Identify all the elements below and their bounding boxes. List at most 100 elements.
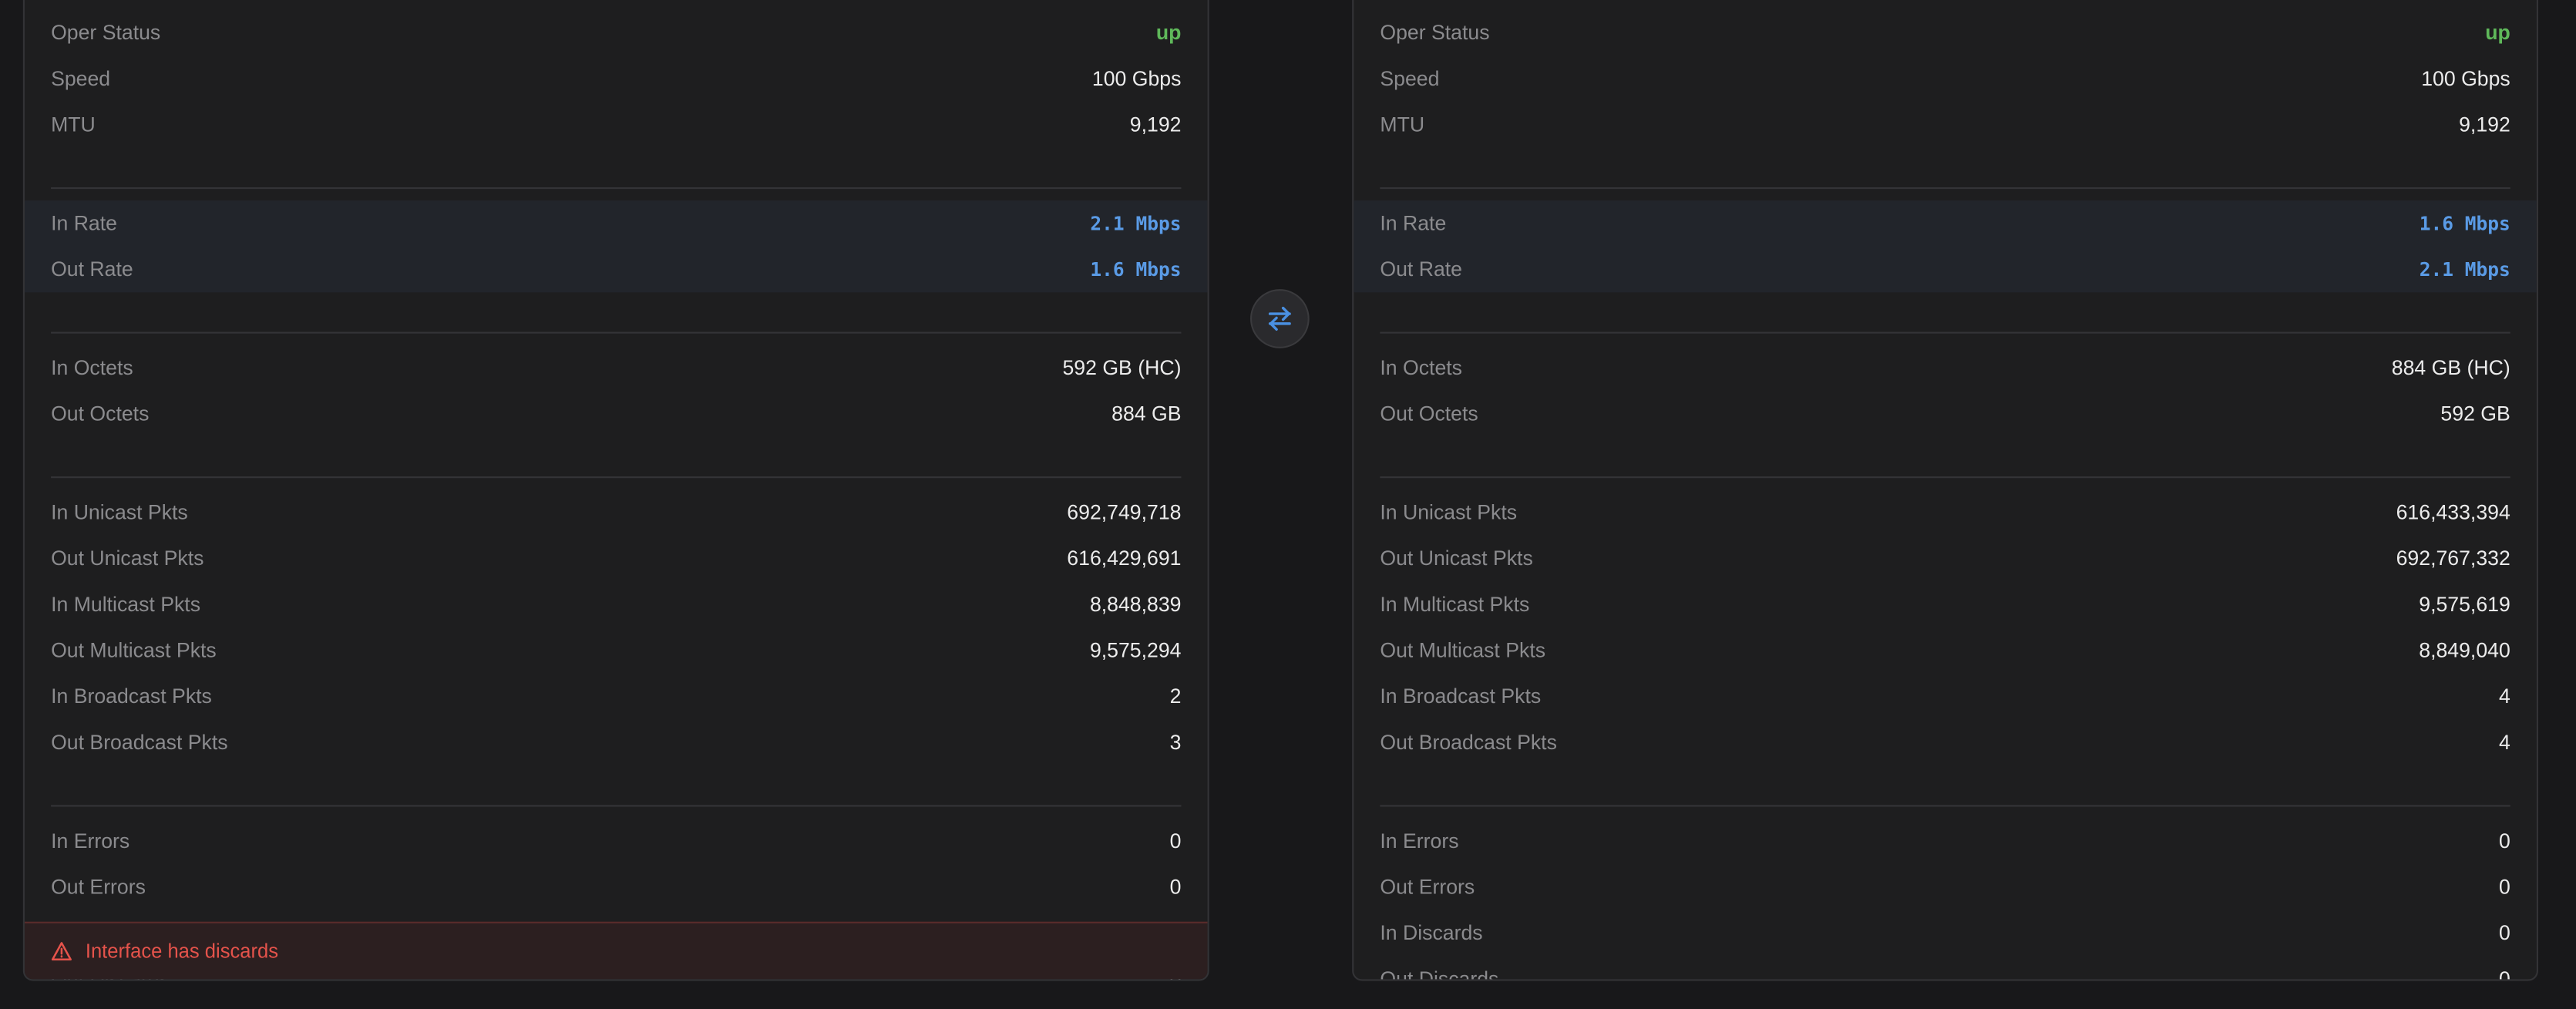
stat-row: In Rate 2.1 Mbps: [51, 207, 1181, 240]
stat-label: In Rate: [51, 211, 117, 235]
stat-label: Speed: [51, 67, 111, 91]
stat-label: In Unicast Pkts: [1380, 501, 1518, 524]
stat-value: 8,848,839: [1089, 593, 1182, 617]
stat-row: Oper Status up: [51, 16, 1181, 49]
stat-row: Out Unicast Pkts 692,767,332: [1380, 542, 2510, 575]
stat-value: 8,849,040: [2419, 639, 2510, 662]
stat-row: Out Octets 884 GB: [51, 398, 1181, 431]
stat-row: In Broadcast Pkts 4: [1380, 680, 2510, 713]
divider: [1380, 476, 2510, 479]
stat-label: Out Multicast Pkts: [1380, 639, 1546, 662]
stat-label: In Discards: [1380, 921, 1483, 945]
stat-row: In Octets 592 GB (HC): [51, 351, 1181, 385]
stat-row: Speed 100 Gbps: [51, 62, 1181, 96]
stat-label: In Multicast Pkts: [51, 593, 201, 617]
stat-value: 2.1 Mbps: [2419, 257, 2510, 281]
stat-row: In Octets 884 GB (HC): [1380, 351, 2510, 385]
swap-icon: [1268, 306, 1291, 331]
stat-row: Out Rate 2.1 Mbps: [1380, 253, 2510, 286]
stat-label: Out Broadcast Pkts: [1380, 731, 1557, 755]
divider: [1380, 805, 2510, 807]
divider: [51, 476, 1182, 479]
stat-value: 692,767,332: [2396, 547, 2510, 570]
stat-row: Out Multicast Pkts 8,849,040: [1380, 634, 2510, 668]
stat-value: 0: [1169, 829, 1182, 853]
stat-value: 100 Gbps: [1091, 67, 1182, 91]
rate-band: [1354, 200, 2537, 293]
stat-value: 9,192: [1129, 113, 1182, 136]
stat-value: 1.6 Mbps: [2419, 211, 2510, 235]
stat-row: In Multicast Pkts 8,848,839: [51, 588, 1181, 621]
stat-value: 9,575,619: [2419, 593, 2510, 617]
stat-label: In Broadcast Pkts: [51, 684, 212, 708]
stat-value: 4: [2498, 684, 2510, 708]
stat-row: Out Rate 1.6 Mbps: [51, 253, 1181, 286]
stat-label: MTU: [1380, 113, 1425, 136]
stat-label: Out Errors: [1380, 876, 1475, 899]
stat-row: In Broadcast Pkts 2: [51, 680, 1181, 713]
stat-row: In Errors 0: [1380, 825, 2510, 858]
stat-label: Out Discards: [1380, 967, 1499, 981]
stat-value: 592 GB (HC): [1062, 356, 1182, 380]
stat-row: Out Unicast Pkts 616,429,691: [51, 542, 1181, 575]
stat-row: In Unicast Pkts 616,433,394: [1380, 496, 2510, 530]
divider: [51, 331, 1182, 334]
stat-value: 0: [2498, 921, 2510, 945]
divider: [1380, 187, 2510, 190]
stat-value: 1.6 Mbps: [1090, 257, 1182, 281]
stat-label: Out Multicast Pkts: [51, 639, 217, 662]
warning-banner: Interface has discards: [24, 921, 1208, 980]
stat-value: 9,575,294: [1089, 639, 1182, 662]
stat-label: In Rate: [1380, 211, 1447, 235]
stat-row: Out Broadcast Pkts 4: [1380, 726, 2510, 759]
stat-label: Out Unicast Pkts: [51, 547, 204, 570]
stat-label: Out Errors: [51, 876, 146, 899]
stat-label: MTU: [51, 113, 96, 136]
stat-row: In Multicast Pkts 9,575,619: [1380, 588, 2510, 621]
stat-label: In Errors: [51, 829, 130, 853]
stat-value: 0: [2498, 829, 2510, 853]
stat-value: 616,433,394: [2396, 501, 2510, 524]
stat-value: 692,749,718: [1067, 501, 1182, 524]
stat-label: Out Broadcast Pkts: [51, 731, 228, 755]
stat-row: In Unicast Pkts 692,749,718: [51, 496, 1181, 530]
stat-label: Out Octets: [51, 402, 150, 426]
stat-label: Oper Status: [51, 21, 161, 45]
rate-band: [24, 200, 1208, 293]
divider: [1380, 331, 2510, 334]
stat-value: up: [2485, 21, 2510, 45]
stat-value: 616,429,691: [1067, 547, 1182, 570]
interface-panel: Oper Status up Speed 100 Gbps MTU 9,192 In Rat…: [22, 0, 1209, 981]
interface-panel: Oper Status up Speed 100 Gbps MTU 9,192 In Rat…: [1352, 0, 2539, 981]
stat-row: Speed 100 Gbps: [1380, 62, 2510, 96]
divider: [51, 187, 1182, 190]
stat-row: Oper Status up: [1380, 16, 2510, 49]
stat-value: 0: [2498, 876, 2510, 899]
stat-value: 592 GB: [2440, 402, 2510, 426]
stat-row: MTU 9,192: [1380, 109, 2510, 142]
stat-row: Out Multicast Pkts 9,575,294: [51, 634, 1181, 668]
stat-label: In Octets: [1380, 356, 1463, 380]
stat-row: MTU 9,192: [51, 109, 1181, 142]
stat-label: Out Unicast Pkts: [1380, 547, 1533, 570]
stat-row: Out Errors 0: [1380, 871, 2510, 904]
warning-text: Interface has discards: [85, 940, 279, 964]
stat-label: In Unicast Pkts: [51, 501, 188, 524]
stat-label: In Broadcast Pkts: [1380, 684, 1542, 708]
stat-row: Out Discards 0: [1380, 963, 2510, 981]
stat-value: 100 Gbps: [2421, 67, 2510, 91]
stat-value: 0: [2498, 967, 2510, 981]
swap-button[interactable]: [1249, 289, 1310, 348]
stat-value: 4: [2498, 731, 2510, 755]
divider: [51, 805, 1182, 807]
stat-label: Oper Status: [1380, 21, 1490, 45]
stat-row: In Errors 0: [51, 825, 1181, 858]
stat-value: 0: [1169, 876, 1182, 899]
stat-row: In Discards 0: [1380, 917, 2510, 950]
stat-label: Out Octets: [1380, 402, 1478, 426]
stat-value: 884 GB (HC): [2391, 356, 2510, 380]
stat-label: In Multicast Pkts: [1380, 593, 1530, 617]
stat-value: 3: [1169, 731, 1182, 755]
